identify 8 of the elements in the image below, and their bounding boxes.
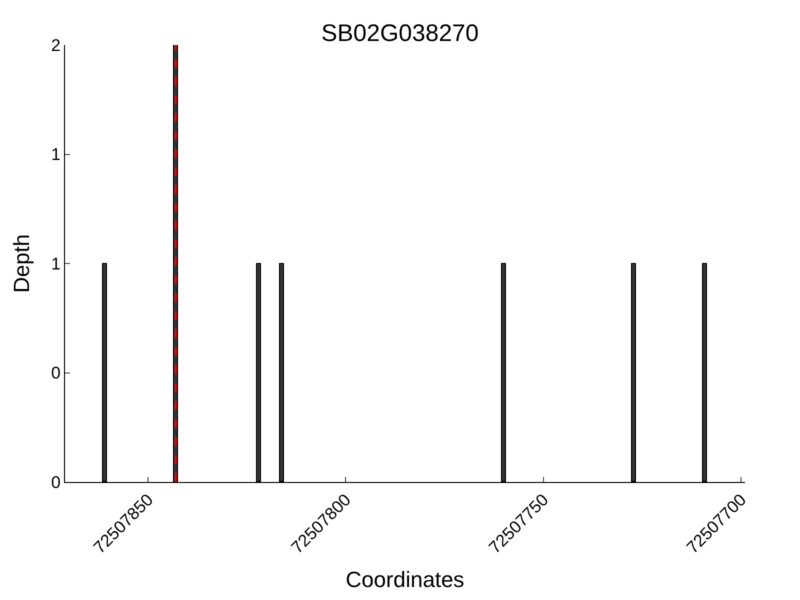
- y-tick-label: 0: [51, 364, 61, 383]
- y-axis-title: Depth: [8, 234, 34, 293]
- chart-title: SB02G038270: [321, 20, 479, 47]
- y-tick-label: 0: [51, 472, 61, 492]
- x-axis-title: Coordinates: [346, 567, 464, 592]
- y-tick-label: 1: [51, 145, 61, 164]
- y-tick-label: 2: [51, 36, 61, 55]
- y-tick-label: 1: [51, 254, 61, 274]
